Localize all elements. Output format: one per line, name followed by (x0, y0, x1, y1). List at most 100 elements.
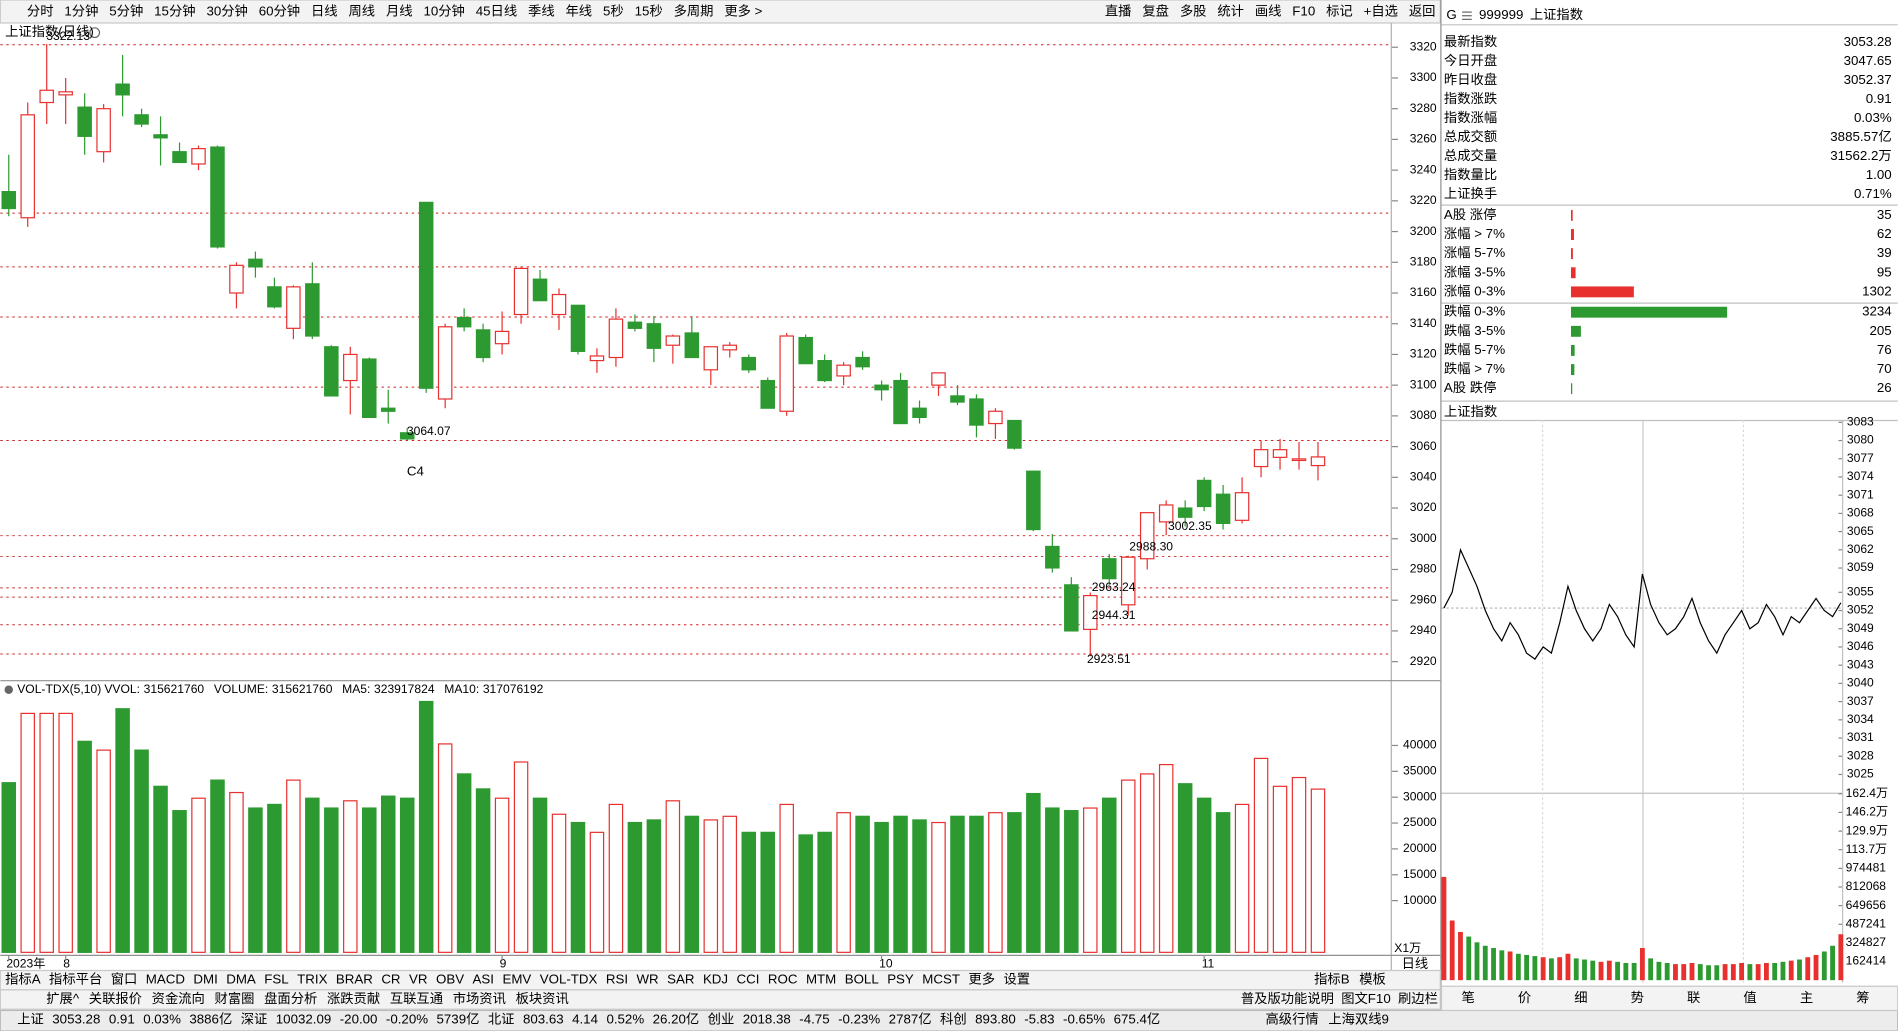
y-tick-label: 3049 (1847, 621, 1874, 635)
quote-label: 指数涨跌 (1444, 91, 1497, 106)
intraday-volume-bar (1499, 950, 1505, 981)
info-tab[interactable]: 盘面分析 (264, 990, 317, 1006)
indicator-tab[interactable]: 指标B (1314, 972, 1350, 987)
menu-icon[interactable] (1462, 11, 1472, 20)
tool-button[interactable]: 返回 (1409, 4, 1436, 19)
quote-label: 指数量比 (1444, 167, 1497, 182)
side-tab[interactable]: 联 (1687, 990, 1700, 1005)
period-tab[interactable]: 月线 (386, 4, 413, 19)
tool-button[interactable]: +自选 (1364, 4, 1398, 19)
candle-body (551, 293, 567, 316)
indicator-tab[interactable]: VOL-TDX (540, 972, 598, 987)
period-tab[interactable]: 15秒 (635, 4, 663, 19)
info-tab[interactable]: 图文F10 (1341, 991, 1391, 1006)
indicator-tab[interactable]: ASI (473, 972, 494, 987)
info-tab[interactable]: 关联报价 (89, 991, 142, 1006)
indicator-tab[interactable]: DMI (193, 972, 217, 987)
side-tab[interactable]: 筹 (1856, 989, 1869, 1005)
indicator-tab[interactable]: BOLL (845, 972, 879, 987)
period-tab[interactable]: 60分钟 (259, 3, 300, 19)
period-tab[interactable]: 多周期 (674, 3, 714, 19)
period-tab[interactable]: 年线 (566, 4, 593, 19)
indicator-tab[interactable]: ROC (768, 972, 798, 987)
indicator-tab[interactable]: RSI (606, 972, 628, 987)
period-tab[interactable]: 45日线 (476, 4, 517, 19)
indicator-tab[interactable]: 更多 (968, 971, 995, 987)
indicator-tab[interactable]: SAR (667, 972, 694, 987)
indicator-tab[interactable]: TRIX (297, 972, 327, 987)
tool-button[interactable]: F10 (1292, 4, 1315, 19)
indicator-tab[interactable]: MACD (146, 972, 185, 987)
indicator-tab[interactable]: OBV (436, 972, 464, 987)
title-icon[interactable] (89, 27, 101, 39)
period-tab[interactable]: 季线 (528, 4, 555, 19)
tool-button[interactable]: 复盘 (1142, 3, 1169, 19)
candle-body (950, 395, 965, 403)
period-tab[interactable]: 1分钟 (64, 3, 98, 19)
tool-button[interactable]: 直播 (1105, 4, 1132, 19)
period-tab[interactable]: 更多 > (724, 3, 762, 19)
side-tab[interactable]: 主 (1800, 990, 1813, 1005)
indicator-tab[interactable]: CCI (737, 972, 760, 987)
period-tab[interactable]: 周线 (349, 4, 376, 19)
indicator-tab[interactable]: KDJ (703, 972, 728, 987)
indicator-tab[interactable]: PSY (887, 972, 914, 987)
side-tab[interactable]: 笔 (1461, 990, 1474, 1005)
indicator-tab[interactable]: 模板 (1359, 972, 1386, 987)
volume-bar (665, 800, 681, 953)
volume-bar (96, 749, 111, 953)
side-tab[interactable]: 细 (1574, 990, 1587, 1005)
info-tab[interactable]: 板块资讯 (516, 991, 569, 1006)
y-tick-label: 40000 (1403, 738, 1437, 752)
info-tab[interactable]: 涨跌贡献 (327, 991, 380, 1006)
indicator-tab[interactable]: 设置 (1003, 972, 1030, 987)
x-tick-label: 2023年 (6, 957, 45, 971)
y-tick-label: 3220 (1410, 193, 1437, 207)
period-tab[interactable]: 日线 (311, 4, 338, 19)
period-tab[interactable]: 5秒 (603, 4, 624, 19)
tool-button[interactable]: 统计 (1217, 4, 1244, 19)
indicator-tab[interactable]: 指标平台 (49, 972, 102, 987)
intraday-volume-bar (1838, 934, 1844, 981)
info-tab[interactable]: 资金流向 (152, 991, 205, 1006)
indicator-tab[interactable]: WR (637, 972, 659, 987)
info-tab[interactable]: 扩展^ (46, 991, 80, 1006)
side-tab[interactable]: 值 (1743, 990, 1756, 1005)
side-tab[interactable]: 势 (1631, 990, 1644, 1005)
info-tab[interactable]: 市场资讯 (453, 990, 506, 1006)
info-tab[interactable]: 互联互通 (390, 991, 443, 1006)
indicator-tab[interactable]: EMV (502, 972, 531, 987)
period-tab[interactable]: 5分钟 (109, 3, 143, 19)
indicator-tab[interactable]: VR (409, 972, 427, 987)
price-annotation: 2963.24 (1092, 580, 1136, 594)
indicator-tab[interactable]: BRAR (336, 972, 373, 987)
volume-bar (589, 831, 605, 953)
period-tab[interactable]: 30分钟 (206, 3, 247, 19)
indicator-tab[interactable]: 指标A (5, 972, 41, 987)
indicator-tab[interactable]: MTM (806, 972, 836, 987)
info-tab[interactable]: 刷边栏 (1398, 991, 1438, 1006)
intraday-volume-bar (1606, 960, 1612, 981)
status-item[interactable]: 高级行情 (1266, 1011, 1319, 1027)
panel-icon[interactable] (4, 685, 13, 694)
axis-corner[interactable]: 日线 (1402, 956, 1429, 971)
status-item[interactable]: 上海双线9 (1328, 1012, 1389, 1027)
info-tab[interactable]: 财富圈 (215, 990, 255, 1006)
indicator-tab[interactable]: 窗口 (111, 971, 138, 987)
quote-value: 1.00 (1866, 167, 1892, 182)
status-item: 深证 (241, 1012, 268, 1027)
indicator-tab[interactable]: CR (381, 972, 400, 987)
period-tab[interactable]: 15分钟 (154, 3, 195, 19)
tool-button[interactable]: 标记 (1326, 4, 1353, 19)
indicator-tab[interactable]: MCST (922, 972, 960, 987)
y-tick-label: 3160 (1410, 285, 1437, 299)
volume-bar (551, 813, 567, 953)
info-tab[interactable]: 普及版功能说明 (1241, 991, 1334, 1006)
period-tab[interactable]: 10分钟 (423, 3, 464, 19)
tool-button[interactable]: 画线 (1255, 4, 1282, 19)
side-tab[interactable]: 价 (1518, 990, 1531, 1005)
indicator-tab[interactable]: FSL (264, 972, 288, 987)
tool-button[interactable]: 多股 (1180, 3, 1207, 19)
period-tab[interactable]: 分时 (27, 4, 54, 19)
indicator-tab[interactable]: DMA (226, 972, 256, 987)
